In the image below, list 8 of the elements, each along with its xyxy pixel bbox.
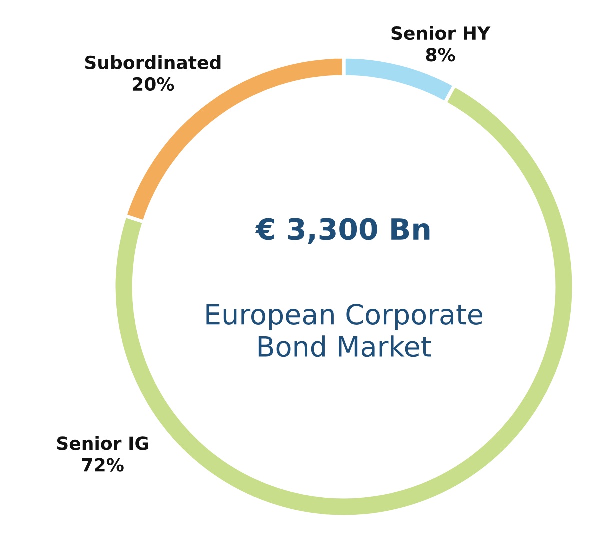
slice-label: Subordinated	[85, 56, 221, 70]
text: € 3,300 Bn	[256, 218, 430, 244]
data-label: 72%	[82, 458, 124, 472]
data-label: 20%	[132, 77, 174, 92]
slice-label: Senior HY	[392, 26, 491, 40]
text: European Corporate Bond Market	[206, 304, 483, 358]
slice-label: Senior IG	[57, 436, 148, 450]
data-label: 8%	[426, 48, 456, 62]
